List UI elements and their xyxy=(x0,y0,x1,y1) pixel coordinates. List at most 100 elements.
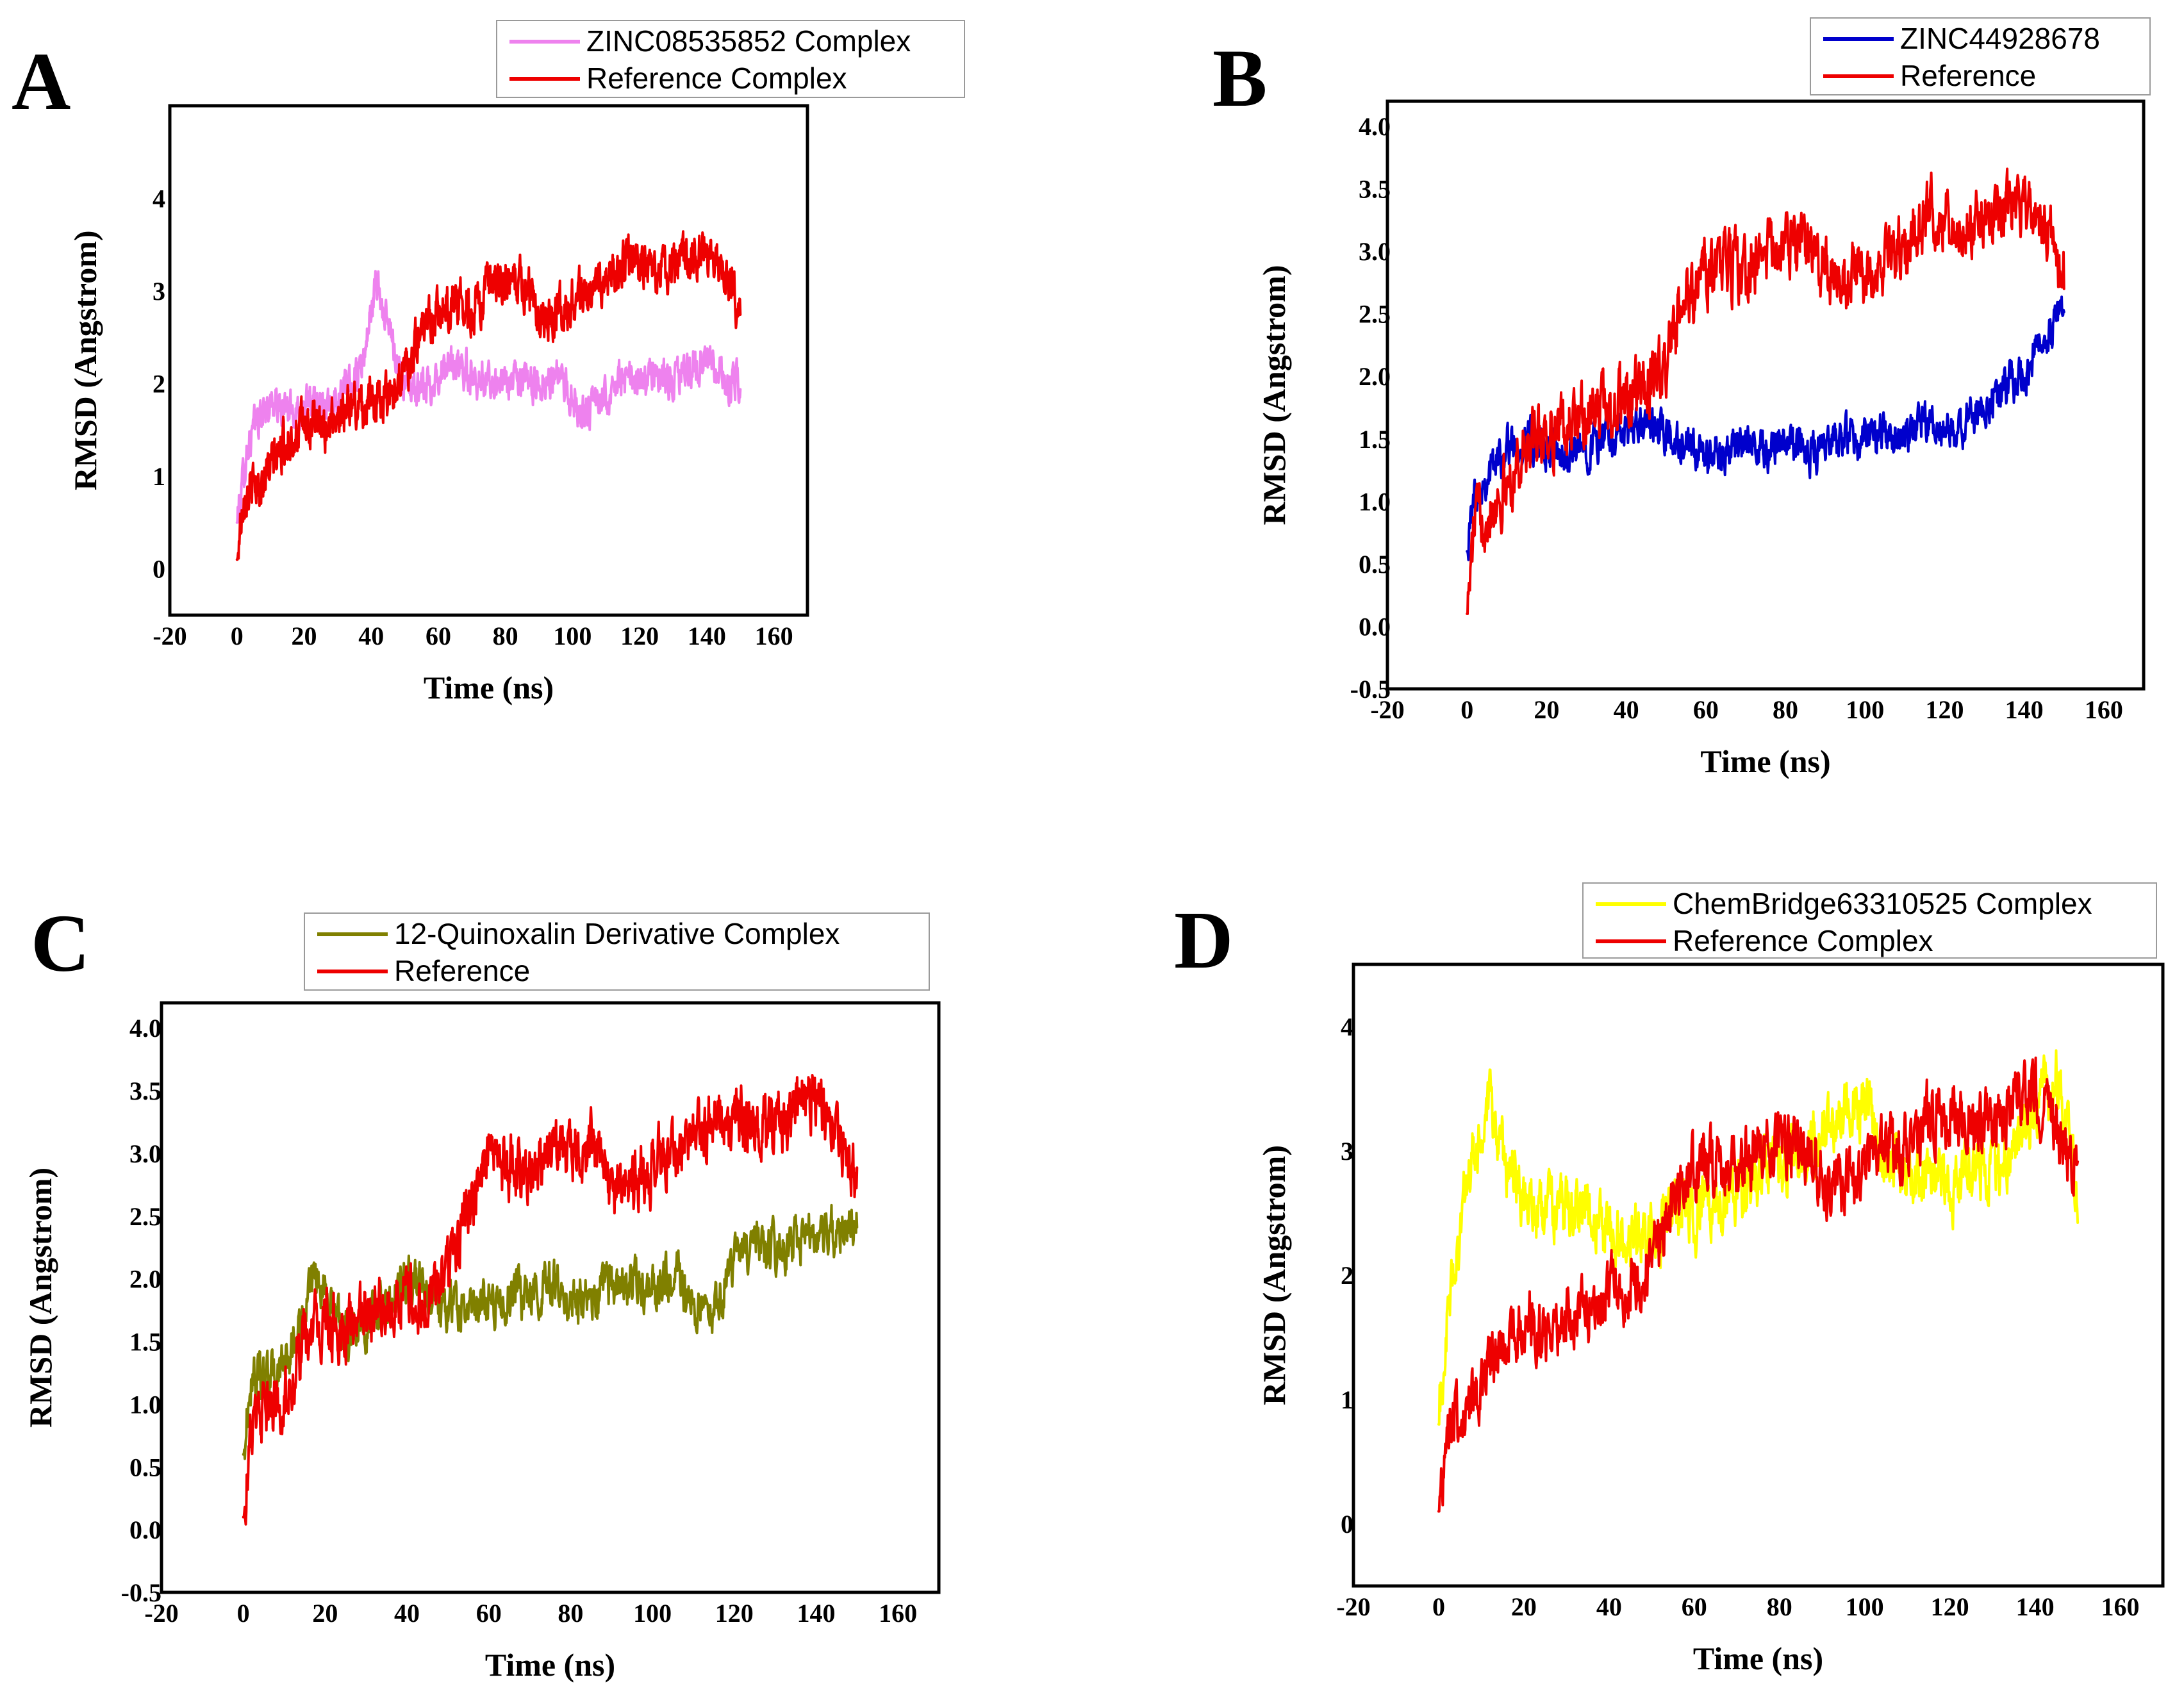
x-tick-label: 100 xyxy=(1846,695,1884,724)
x-tick-label: 140 xyxy=(2005,695,2044,724)
x-tick-label: 80 xyxy=(1767,1592,1792,1621)
x-tick-label: 60 xyxy=(1693,695,1719,724)
y-tick-label: 0.0 xyxy=(129,1515,161,1544)
x-tick-label: 120 xyxy=(1931,1592,1969,1621)
chart-panel-d: D -20 0 20 40 60 80 100 120 140 160 0 1 2 3 4 Time (ns) R… xyxy=(1174,882,2165,1676)
y-tick-label: 1 xyxy=(1341,1385,1353,1414)
legend-label: Reference Complex xyxy=(586,62,847,95)
series-line-1 xyxy=(1466,295,2065,561)
y-tick-label: 0 xyxy=(1341,1510,1353,1539)
series-line-1 xyxy=(242,1203,859,1460)
chart-panel-c: C -20 0 20 40 60 80 100 120 140 160 -0.5 0.0 0.5 1.0 1.… xyxy=(22,898,941,1683)
x-tick-label: 100 xyxy=(633,1599,672,1628)
legend-box xyxy=(1582,882,2157,959)
y-tick-label: 4 xyxy=(1341,1012,1353,1041)
y-tick-label: 0.0 xyxy=(1359,612,1391,641)
x-tick-label: 80 xyxy=(1773,695,1798,724)
x-tick-label: 120 xyxy=(620,622,659,650)
x-tick-label: 160 xyxy=(755,622,793,650)
y-axis-title: RMSD (Angstrom) xyxy=(1256,265,1292,525)
x-tick-label: 0 xyxy=(1432,1592,1445,1621)
x-axis-title: Time (ns) xyxy=(424,670,554,706)
x-tick-label: 40 xyxy=(358,622,384,650)
y-tick-label: 1.5 xyxy=(1359,425,1391,454)
x-tick-label: -20 xyxy=(144,1599,178,1628)
y-tick-label: 3.0 xyxy=(129,1139,161,1168)
x-axis-title: Time (ns) xyxy=(1700,743,1830,779)
series-line-2 xyxy=(242,1074,859,1526)
y-tick-label: 3.0 xyxy=(1359,237,1391,266)
y-tick-label: 1.0 xyxy=(129,1390,161,1419)
plot-frame xyxy=(1352,962,2165,1588)
legend: ChemBridge63310525 Complex Reference Comp… xyxy=(1582,882,2157,959)
legend: 12-Quinoxalin Derivative Complex Referenc… xyxy=(304,912,930,991)
y-axis-title: RMSD (Angstrom) xyxy=(1256,1145,1292,1405)
series-line-2 xyxy=(1466,167,2065,615)
y-tick-label: 1 xyxy=(153,462,165,491)
series-line-1 xyxy=(1437,1049,2080,1426)
panel-letter: B xyxy=(1212,33,1267,124)
y-tick-label: 2.0 xyxy=(1359,362,1391,391)
x-tick-label: 80 xyxy=(558,1599,583,1628)
x-tick-label: 100 xyxy=(1846,1592,1884,1621)
x-tick-label: -20 xyxy=(1370,695,1404,724)
series-line-1 xyxy=(235,270,742,524)
x-tick-label: 140 xyxy=(688,622,726,650)
x-tick-label: -20 xyxy=(1336,1592,1370,1621)
y-tick-label: 3.5 xyxy=(1359,175,1391,204)
y-tick-label: 3 xyxy=(153,277,165,306)
series-line-2 xyxy=(235,230,742,561)
x-tick-label: 60 xyxy=(476,1599,502,1628)
x-tick-label: 100 xyxy=(553,622,592,650)
legend-box xyxy=(496,20,965,98)
x-tick-label: 80 xyxy=(493,622,518,650)
x-tick-label: 140 xyxy=(2016,1592,2055,1621)
y-tick-label: -0.5 xyxy=(121,1578,161,1607)
y-tick-label: 2.0 xyxy=(129,1265,161,1294)
x-tick-label: 60 xyxy=(1682,1592,1707,1621)
panel-letter: C xyxy=(31,898,90,989)
series-line-2 xyxy=(1437,1056,2080,1513)
panel-letter: A xyxy=(12,36,70,127)
y-tick-label: 0.5 xyxy=(129,1453,161,1482)
legend: ZINC08535852 Complex Reference Complex xyxy=(496,20,965,98)
legend-box xyxy=(1810,17,2151,95)
legend-label: ZINC44928678 xyxy=(1900,22,2100,55)
plot-frame xyxy=(160,1001,941,1594)
legend-label: 12-Quinoxalin Derivative Complex xyxy=(394,917,840,950)
x-tick-label: 160 xyxy=(2101,1592,2140,1621)
x-tick-label: 160 xyxy=(2085,695,2123,724)
x-tick-label: -20 xyxy=(153,622,186,650)
y-tick-label: 4.0 xyxy=(129,1014,161,1043)
x-tick-label: 20 xyxy=(1534,695,1559,724)
y-tick-label: 0.5 xyxy=(1359,550,1391,579)
y-tick-label: 4 xyxy=(153,185,165,213)
y-tick-label: -0.5 xyxy=(1350,675,1391,704)
y-tick-label: 2 xyxy=(153,370,165,399)
x-tick-label: 120 xyxy=(1925,695,1964,724)
x-tick-label: 0 xyxy=(237,1599,250,1628)
x-tick-label: 20 xyxy=(312,1599,338,1628)
chart-panel-a: A -20 0 20 40 60 80 100 120 140 160 0 1 2 3 4 Time (ns) R… xyxy=(12,20,965,706)
x-tick-label: 0 xyxy=(1460,695,1473,724)
x-tick-label: 0 xyxy=(231,622,244,650)
x-axis-title: Time (ns) xyxy=(1693,1640,1823,1676)
x-tick-label: 140 xyxy=(797,1599,835,1628)
y-axis-title: RMSD (Angstrom) xyxy=(67,231,103,491)
legend-label: Reference Complex xyxy=(1673,924,1933,957)
x-axis-title: Time (ns) xyxy=(485,1647,615,1683)
plot-frame xyxy=(1386,99,2146,691)
legend: ZINC44928678 Reference xyxy=(1810,17,2151,95)
y-tick-label: 2.5 xyxy=(1359,300,1391,329)
y-tick-label: 4.0 xyxy=(1359,112,1391,141)
y-tick-label: 2 xyxy=(1341,1261,1353,1290)
legend-label: ZINC08535852 Complex xyxy=(586,24,911,58)
y-tick-label: 3 xyxy=(1341,1137,1353,1166)
x-tick-label: 40 xyxy=(1614,695,1639,724)
x-tick-label: 20 xyxy=(1511,1592,1537,1621)
y-tick-label: 0 xyxy=(153,555,165,584)
legend-label: Reference xyxy=(394,954,530,987)
legend-label: Reference xyxy=(1900,59,2036,92)
y-tick-label: 1.0 xyxy=(1359,487,1391,516)
